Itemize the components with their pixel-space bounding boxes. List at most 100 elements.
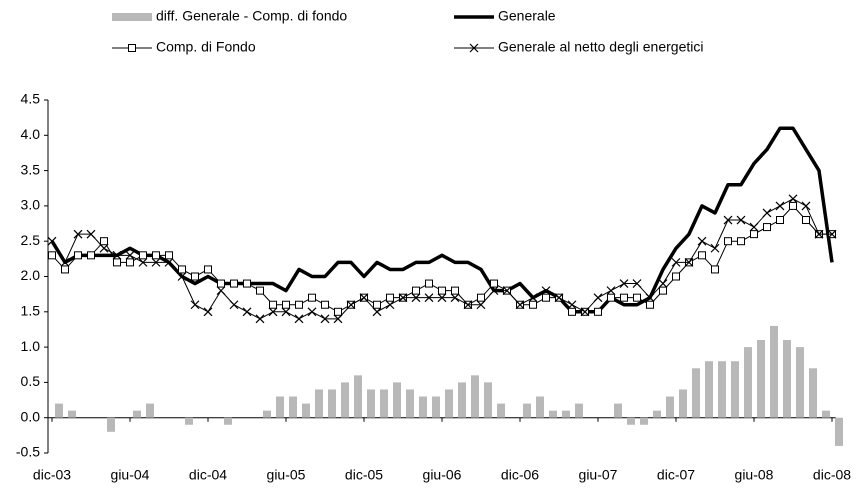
marker bbox=[788, 194, 798, 204]
bar bbox=[614, 403, 622, 418]
marker bbox=[736, 215, 746, 225]
marker bbox=[567, 300, 577, 310]
marker bbox=[281, 307, 291, 317]
marker bbox=[74, 251, 82, 260]
legend-marker bbox=[469, 43, 479, 53]
y-tick-label: 2.5 bbox=[21, 232, 41, 248]
marker bbox=[359, 293, 369, 303]
bar bbox=[393, 382, 401, 418]
marker bbox=[477, 293, 485, 302]
bar bbox=[315, 389, 323, 418]
x-tick-label: dic-04 bbox=[189, 467, 227, 483]
bar bbox=[809, 368, 817, 418]
marker bbox=[346, 300, 356, 310]
marker bbox=[632, 279, 642, 288]
bar bbox=[276, 396, 284, 418]
y-tick-label: 3.5 bbox=[21, 161, 41, 177]
marker bbox=[333, 314, 343, 324]
marker bbox=[398, 293, 408, 303]
bar bbox=[796, 347, 804, 418]
marker bbox=[165, 251, 173, 260]
marker bbox=[789, 201, 797, 210]
bar bbox=[718, 361, 726, 418]
marker bbox=[593, 293, 603, 303]
marker bbox=[607, 293, 615, 302]
marker bbox=[203, 307, 213, 317]
bar bbox=[640, 417, 648, 425]
x-tick-label: dic-08 bbox=[813, 467, 851, 483]
bar bbox=[692, 368, 700, 418]
marker bbox=[620, 293, 628, 302]
marker bbox=[827, 229, 837, 239]
marker bbox=[164, 257, 174, 267]
x-tick-label: dic-07 bbox=[657, 467, 695, 483]
marker bbox=[580, 307, 590, 317]
marker bbox=[425, 279, 433, 288]
marker bbox=[684, 257, 694, 267]
bar bbox=[55, 403, 63, 418]
bar bbox=[497, 403, 505, 418]
bar bbox=[536, 396, 544, 418]
bar bbox=[224, 417, 232, 425]
marker bbox=[749, 222, 759, 232]
marker bbox=[191, 272, 199, 281]
bar bbox=[484, 382, 492, 418]
marker bbox=[87, 251, 95, 260]
bar bbox=[458, 382, 466, 418]
marker bbox=[190, 300, 200, 310]
marker bbox=[633, 293, 641, 302]
marker bbox=[269, 300, 277, 309]
marker bbox=[177, 272, 187, 281]
y-tick-label: 2.0 bbox=[21, 267, 41, 283]
line bbox=[50, 126, 834, 314]
bar bbox=[380, 389, 388, 418]
marker bbox=[619, 279, 629, 288]
bar bbox=[835, 417, 843, 446]
bar bbox=[302, 403, 310, 418]
marker bbox=[646, 300, 654, 309]
bar bbox=[367, 389, 375, 418]
marker bbox=[243, 279, 251, 288]
marker bbox=[152, 251, 160, 260]
legend-marker bbox=[128, 44, 136, 52]
marker bbox=[528, 293, 538, 303]
marker bbox=[814, 229, 824, 239]
marker bbox=[320, 314, 330, 324]
marker bbox=[542, 293, 550, 302]
marker bbox=[801, 201, 811, 211]
y-tick-label: 4.5 bbox=[21, 91, 41, 107]
marker bbox=[411, 293, 421, 303]
marker bbox=[412, 286, 420, 295]
marker bbox=[86, 229, 96, 239]
y-tick-label: -0.5 bbox=[16, 444, 40, 460]
marker bbox=[229, 300, 239, 310]
bar bbox=[133, 410, 141, 418]
marker bbox=[73, 229, 83, 239]
bar bbox=[679, 389, 687, 418]
marker bbox=[321, 300, 329, 309]
x-tick-label: giu-05 bbox=[267, 467, 306, 483]
y-tick-label: 3.0 bbox=[21, 197, 41, 213]
marker bbox=[658, 279, 668, 288]
marker bbox=[802, 216, 810, 225]
bar bbox=[289, 396, 297, 418]
marker bbox=[763, 223, 771, 232]
marker bbox=[775, 201, 785, 211]
marker bbox=[541, 286, 551, 296]
marker bbox=[126, 258, 134, 267]
marker bbox=[151, 257, 161, 267]
marker bbox=[554, 293, 564, 303]
bar bbox=[757, 340, 765, 418]
marker bbox=[294, 314, 304, 324]
legend-label: Comp. di Fondo bbox=[156, 39, 256, 55]
marker bbox=[659, 286, 667, 295]
marker bbox=[256, 286, 264, 295]
marker bbox=[672, 272, 680, 281]
bar bbox=[328, 389, 336, 418]
marker bbox=[489, 286, 499, 296]
marker bbox=[255, 314, 265, 324]
bar bbox=[68, 410, 76, 418]
x-tick-label: dic-05 bbox=[345, 467, 383, 483]
y-tick-label: 1.0 bbox=[21, 338, 41, 354]
marker bbox=[438, 286, 446, 295]
